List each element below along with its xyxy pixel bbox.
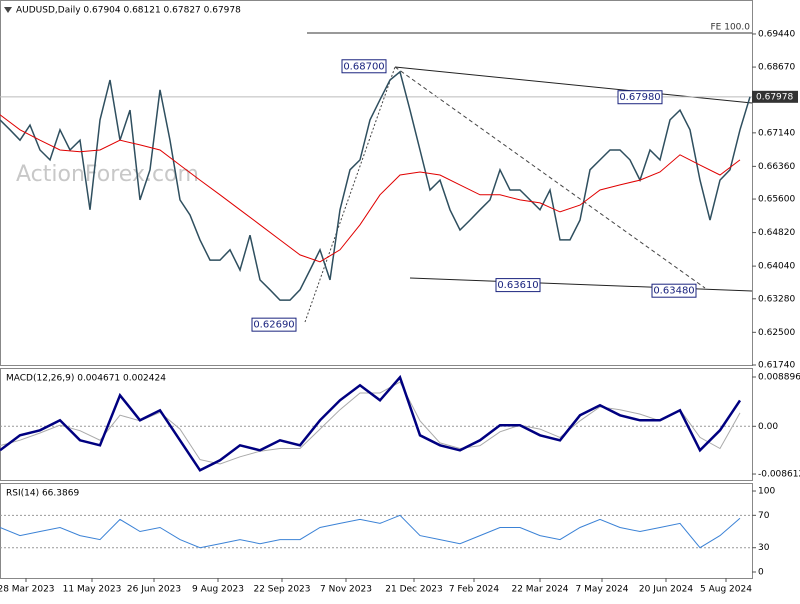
y-tick-label: 0.64820 xyxy=(758,228,795,238)
panel-title: RSI(14) 66.3869 xyxy=(6,489,79,499)
panel-title: MACD(12,26,9) 0.004671 0.002424 xyxy=(6,374,166,384)
x-tick-label: 5 Aug 2024 xyxy=(700,585,752,595)
x-tick-label: 9 Aug 2023 xyxy=(192,585,244,595)
x-tick-label: 11 May 2023 xyxy=(63,585,122,595)
annotation-box xyxy=(341,59,387,74)
annotation-label: 0.62690 xyxy=(253,320,294,331)
y-tick-label: 70 xyxy=(758,511,770,521)
series-line xyxy=(0,70,751,301)
y-tick-label: 0.62500 xyxy=(758,328,795,338)
y-tick-label: 30 xyxy=(758,543,770,553)
fe-label: FE 100.0 xyxy=(711,23,751,33)
watermark: ActionForex.com xyxy=(16,162,199,187)
x-tick-label: 7 Nov 2023 xyxy=(320,585,372,595)
y-tick-label: 0.65600 xyxy=(758,195,795,205)
y-tick-label: 0.68670 xyxy=(758,63,795,73)
annotation-label: 0.63610 xyxy=(497,280,538,291)
x-tick-label: 22 Sep 2023 xyxy=(253,585,310,595)
annotation-label: 0.68700 xyxy=(343,61,384,72)
x-tick-label: 28 Mar 2023 xyxy=(0,585,55,595)
projection-line xyxy=(394,66,706,289)
annotation-box xyxy=(251,317,297,332)
annotation-label: 0.63480 xyxy=(653,286,694,297)
last-price-box xyxy=(752,90,798,103)
x-tick-label: 7 May 2024 xyxy=(576,585,629,595)
annotation-box xyxy=(617,90,663,105)
y-tick-label: 0.63280 xyxy=(758,294,795,304)
series-line xyxy=(0,374,742,472)
y-tick-label: 0.61740 xyxy=(758,361,795,371)
y-tick-label: 100 xyxy=(758,487,775,497)
trend-line xyxy=(409,277,753,292)
series-line xyxy=(0,514,741,549)
panel-title: AUDUSD,Daily 0.67904 0.68121 0.67827 0.6… xyxy=(16,6,241,16)
y-tick-label: 0.66360 xyxy=(758,162,795,172)
y-tick-label: 0.64040 xyxy=(758,262,795,272)
x-tick-label: 7 Feb 2024 xyxy=(449,585,500,595)
series-line xyxy=(0,114,741,263)
y-tick-label: 0.008896 xyxy=(758,372,800,382)
last-price-label: 0.67978 xyxy=(756,92,793,102)
y-tick-label: 0.67140 xyxy=(758,128,795,138)
x-tick-label: 22 Mar 2024 xyxy=(511,585,568,595)
y-tick-label: 0 xyxy=(758,568,764,578)
projection-line xyxy=(304,66,396,323)
x-tick-label: 20 Jun 2024 xyxy=(639,585,693,595)
panel-frame xyxy=(0,483,753,579)
x-tick-label: 21 Dec 2023 xyxy=(385,585,443,595)
panel-frame xyxy=(0,368,753,481)
panel-frame xyxy=(0,0,753,366)
symbol-icon xyxy=(4,7,12,13)
y-tick-label: 0.69440 xyxy=(758,29,795,39)
annotation-label: 0.67980 xyxy=(619,92,660,103)
trend-line xyxy=(394,66,753,104)
y-tick-label: -0.008612 xyxy=(758,470,800,480)
y-tick-label: 0.00 xyxy=(758,422,778,432)
annotation-box xyxy=(651,283,697,298)
x-tick-label: 26 Jun 2023 xyxy=(127,585,181,595)
annotation-box xyxy=(495,278,541,293)
